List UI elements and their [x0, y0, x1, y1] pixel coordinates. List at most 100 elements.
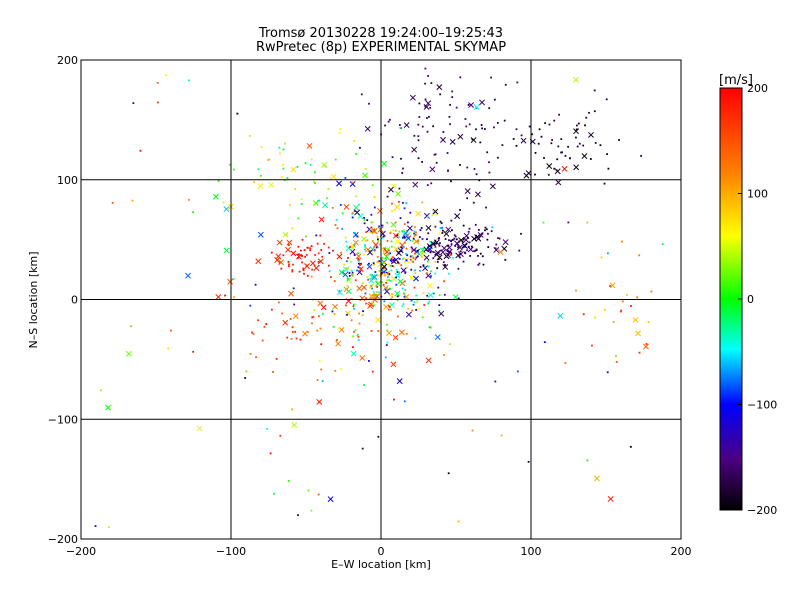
data-point: [353, 330, 355, 333]
data-point: [366, 219, 369, 222]
data-point: [593, 316, 596, 319]
data-point: [139, 149, 142, 152]
data-point: [130, 325, 133, 328]
data-point: [544, 122, 547, 125]
data-point: [310, 158, 313, 161]
data-point: [457, 246, 459, 249]
data-point: [594, 142, 597, 144]
data-point-cross: [397, 247, 404, 254]
data-point: [397, 233, 400, 235]
data-point: [288, 265, 290, 268]
data-point: [363, 216, 366, 219]
data-point: [411, 309, 414, 312]
data-point: [232, 168, 235, 171]
data-point: [618, 139, 620, 141]
data-point: [412, 256, 415, 259]
data-point: [537, 142, 540, 145]
data-point: [391, 293, 393, 295]
data-point: [474, 249, 477, 252]
data-point: [466, 249, 468, 252]
data-point: [386, 279, 388, 282]
data-point: [451, 239, 454, 241]
data-point: [364, 245, 366, 248]
data-point: [466, 237, 469, 239]
data-point-cross: [343, 203, 350, 210]
data-point-cross: [285, 246, 291, 253]
data-point: [406, 254, 409, 257]
data-point-cross: [588, 131, 594, 138]
data-point-cross: [430, 240, 437, 247]
data-point-cross: [335, 340, 342, 347]
data-point: [384, 356, 387, 359]
data-point: [352, 305, 355, 308]
data-point: [350, 269, 353, 272]
data-point: [318, 199, 321, 202]
data-point: [310, 509, 313, 512]
data-point: [378, 260, 381, 262]
data-point: [289, 318, 292, 320]
data-point: [403, 229, 405, 231]
data-point: [360, 262, 362, 265]
colorbar-tick-label: 200: [747, 82, 768, 95]
data-point: [320, 249, 323, 251]
data-point: [575, 124, 578, 127]
data-point: [192, 350, 195, 353]
data-point: [428, 245, 430, 247]
data-point: [405, 259, 408, 262]
data-point: [599, 144, 602, 147]
data-point: [259, 174, 262, 177]
data-point: [334, 158, 337, 161]
data-point: [450, 253, 452, 256]
data-point: [402, 245, 405, 248]
data-point: [446, 250, 449, 253]
data-point: [346, 279, 349, 282]
y-tick-label: 0: [71, 294, 78, 307]
data-point: [278, 152, 281, 155]
data-point: [389, 287, 392, 290]
data-point: [327, 264, 330, 267]
data-point: [488, 107, 491, 110]
data-point: [423, 304, 426, 306]
data-point: [520, 134, 523, 137]
data-point: [661, 243, 664, 246]
data-point: [420, 255, 423, 258]
data-point: [426, 238, 428, 241]
data-point: [415, 294, 418, 297]
data-point: [493, 98, 496, 101]
data-point: [388, 306, 391, 308]
data-point: [481, 127, 484, 130]
data-point-cross: [561, 165, 568, 172]
data-point: [188, 198, 190, 201]
data-point: [192, 211, 194, 214]
data-point: [465, 125, 468, 128]
data-point: [401, 172, 404, 174]
data-point: [407, 307, 410, 310]
data-point: [543, 157, 545, 159]
data-point: [282, 167, 285, 170]
data-point: [473, 168, 476, 170]
data-point: [411, 255, 414, 258]
x-tick-label: −100: [216, 545, 246, 558]
data-point-cross: [470, 137, 477, 144]
data-point-cross: [443, 230, 450, 237]
data-point: [170, 329, 172, 332]
data-point-cross: [342, 266, 349, 273]
data-point-cross: [304, 263, 310, 270]
data-point: [439, 220, 442, 223]
data-point: [351, 247, 354, 249]
data-point: [385, 323, 388, 326]
data-point: [363, 219, 366, 221]
x-axis-label: E–W location [km]: [331, 558, 431, 571]
data-point: [286, 177, 289, 180]
data-point: [470, 245, 473, 248]
data-point-cross: [452, 294, 459, 301]
data-point: [426, 130, 429, 133]
data-point-cross: [394, 203, 401, 210]
data-point: [585, 116, 588, 119]
data-point: [373, 248, 376, 251]
data-point: [282, 254, 285, 257]
data-point: [424, 105, 427, 108]
data-point: [450, 180, 452, 183]
data-point: [443, 293, 446, 296]
data-point: [426, 216, 429, 218]
